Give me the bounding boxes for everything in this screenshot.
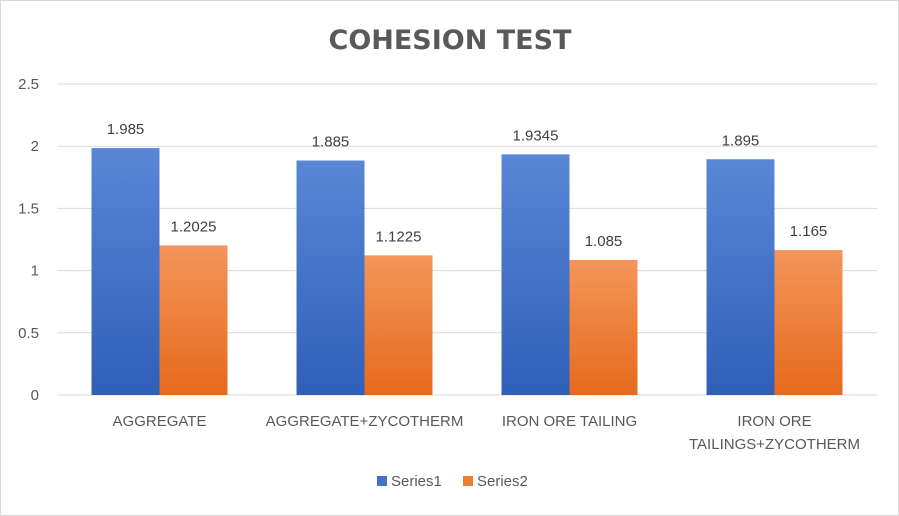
data-label: 1.895 bbox=[722, 132, 760, 149]
data-label: 1.885 bbox=[312, 134, 350, 151]
legend: Series1 Series2 bbox=[377, 473, 528, 490]
bar-series1-4 bbox=[706, 159, 775, 395]
bar-series1-3 bbox=[501, 154, 570, 395]
data-label: 1.985 bbox=[107, 121, 145, 138]
bar-series1-1 bbox=[91, 148, 160, 395]
bar-series1-2 bbox=[296, 160, 365, 395]
x-category-label: AGGREGATE bbox=[113, 413, 207, 430]
legend-swatch-series1 bbox=[377, 476, 387, 486]
bar-series2-4 bbox=[774, 250, 843, 395]
legend-label-series1: Series1 bbox=[391, 473, 442, 490]
chart-title: COHESION TEST bbox=[329, 25, 573, 56]
x-category-label: IRON ORE bbox=[737, 413, 811, 430]
y-tick-label: 0 bbox=[31, 387, 39, 404]
x-axis-categories: AGGREGATE AGGREGATE+ZYCOTHERM IRON ORE TAI… bbox=[113, 413, 860, 453]
x-category-label: AGGREGATE+ZYCOTHERM bbox=[266, 413, 464, 430]
data-label: 1.085 bbox=[585, 233, 623, 250]
bar-series2-3 bbox=[569, 260, 638, 395]
data-labels: 1.985 1.2025 1.885 1.1225 1.9345 1.085 1.895 1.… bbox=[107, 121, 828, 250]
y-tick-label: 0.5 bbox=[18, 325, 39, 342]
bars bbox=[91, 148, 843, 395]
x-category-label: TAILINGS+ZYCOTHERM bbox=[689, 436, 860, 453]
bar-series2-1 bbox=[159, 245, 228, 395]
y-tick-label: 1.5 bbox=[18, 200, 39, 217]
data-label: 1.165 bbox=[790, 223, 828, 240]
data-label: 1.9345 bbox=[513, 127, 559, 144]
y-tick-label: 1 bbox=[31, 263, 39, 280]
legend-label-series2: Series2 bbox=[477, 473, 528, 490]
y-tick-label: 2.5 bbox=[18, 76, 39, 93]
y-axis-ticks: 0 0.5 1 1.5 2 2.5 bbox=[18, 76, 39, 404]
data-label: 1.2025 bbox=[171, 218, 217, 235]
x-category-label: IRON ORE TAILING bbox=[502, 413, 637, 430]
bar-series2-2 bbox=[364, 255, 433, 395]
data-label: 1.1225 bbox=[376, 228, 422, 245]
legend-swatch-series2 bbox=[463, 476, 473, 486]
y-tick-label: 2 bbox=[31, 138, 39, 155]
